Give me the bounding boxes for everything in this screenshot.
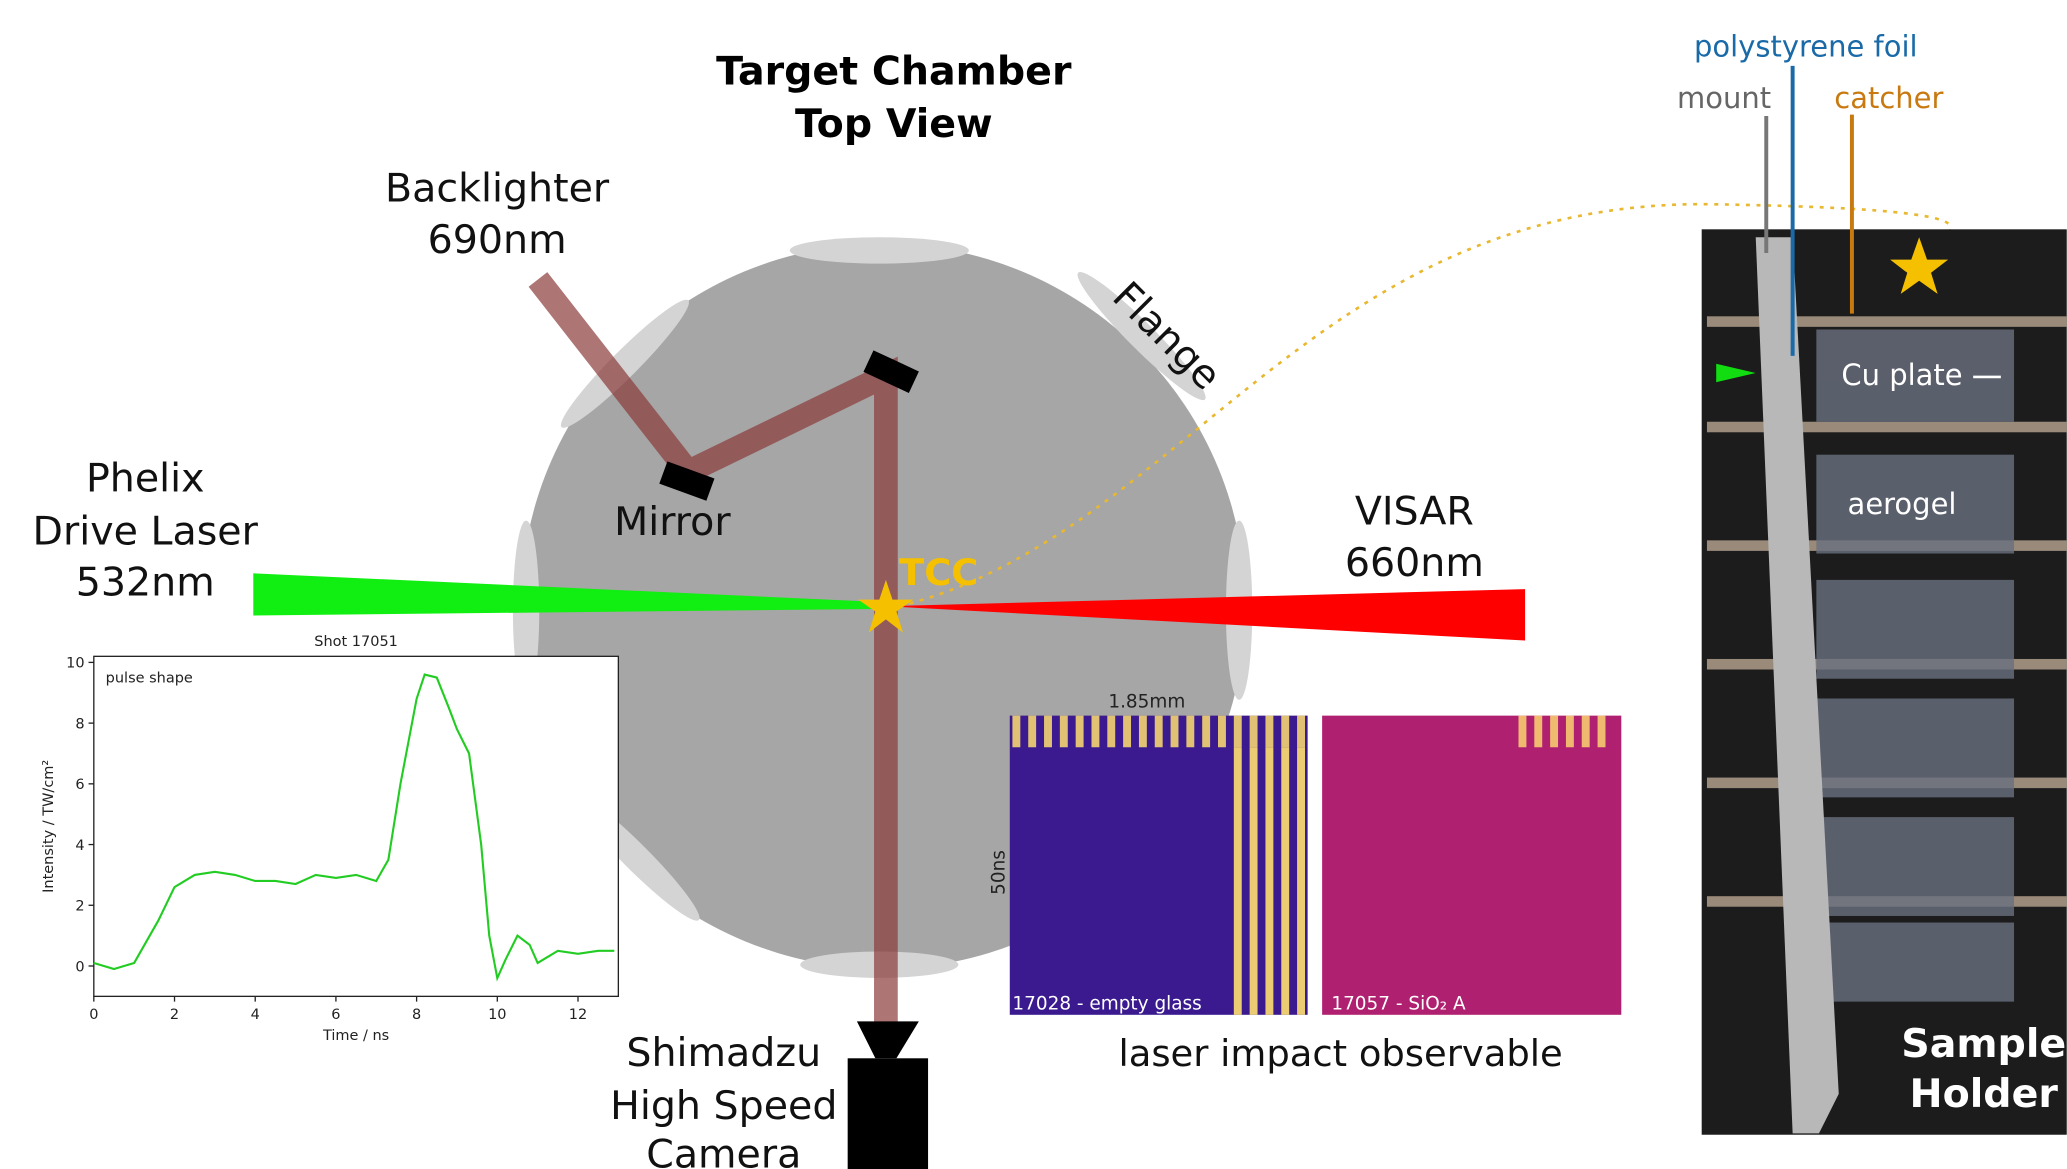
scale-label: 1.85mm <box>1108 692 1185 713</box>
label: Mirror <box>614 499 731 545</box>
streak-image-2 <box>1322 716 1621 1015</box>
label: Holder <box>1910 1071 2059 1117</box>
x-tick-label: 10 <box>488 1007 506 1023</box>
label: Drive Laser <box>33 508 259 554</box>
x-axis-label: Time / ns <box>322 1028 389 1044</box>
label: Cu plate <box>1841 358 1962 392</box>
image-label: 17028 - empty glass <box>1012 994 1201 1015</box>
label: Backlighter <box>385 166 610 212</box>
streak-fringes <box>1010 716 1308 748</box>
chart-annotation: pulse shape <box>106 671 193 687</box>
camera-lens <box>857 1021 919 1058</box>
y-axis-label: Intensity / TW/cm² <box>41 760 57 893</box>
image-label: 17057 - SiO₂ A <box>1331 994 1466 1015</box>
label: aerogel <box>1848 487 1957 521</box>
y-tick-label: 0 <box>75 959 84 975</box>
x-tick-label: 2 <box>170 1007 179 1023</box>
streak-fringes <box>1231 747 1307 1015</box>
y-tick-label: 10 <box>66 656 84 672</box>
y-tick-label: 4 <box>75 838 84 854</box>
x-tick-label: 12 <box>569 1007 587 1023</box>
label: 660nm <box>1345 540 1484 586</box>
y-tick-label: 2 <box>75 899 84 915</box>
plot-area <box>94 656 619 996</box>
x-tick-label: 8 <box>412 1007 421 1023</box>
y-tick-label: 8 <box>75 716 84 732</box>
label: catcher <box>1834 81 1943 115</box>
title-line: Top View <box>795 101 993 147</box>
scale-label: 50ns <box>989 850 1010 895</box>
diagram: Target Chamber Top View Backlighter 690n… <box>0 0 2067 1169</box>
label: 532nm <box>76 560 215 606</box>
label: Sample <box>1901 1021 2066 1067</box>
label: TCC <box>899 551 978 594</box>
caption: laser impact observable <box>1118 1032 1562 1075</box>
label: High Speed <box>610 1083 837 1129</box>
streak-fringes <box>1516 716 1608 748</box>
label: polystyrene foil <box>1694 30 1918 64</box>
camera-body <box>848 1058 928 1169</box>
label: Camera <box>646 1132 801 1169</box>
chart-title: Shot 17051 <box>314 634 398 650</box>
title-line: Target Chamber <box>716 48 1072 94</box>
label: 690nm <box>428 217 567 263</box>
x-tick-label: 6 <box>331 1007 340 1023</box>
label: Shimadzu <box>626 1030 821 1076</box>
x-tick-label: 0 <box>89 1007 98 1023</box>
label: Phelix <box>86 456 205 502</box>
y-tick-label: 6 <box>75 777 84 793</box>
label: VISAR <box>1355 489 1474 535</box>
x-tick-label: 4 <box>251 1007 260 1023</box>
label: mount <box>1677 81 1771 115</box>
